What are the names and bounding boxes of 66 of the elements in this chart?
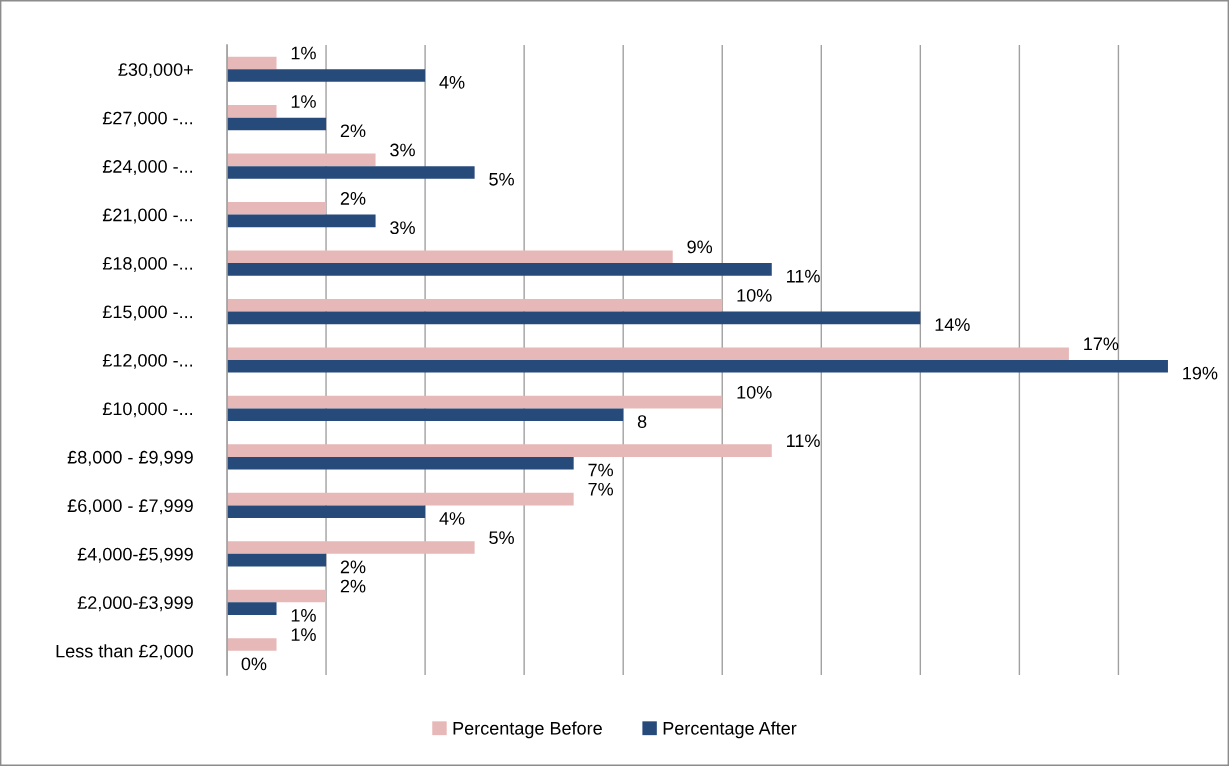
data-label: 7% (588, 463, 614, 477)
y-tick-label: £6,000 - £7,999 (67, 499, 193, 515)
bar (227, 456, 574, 470)
bar (227, 263, 772, 276)
legend-label: Percentage After (663, 721, 797, 739)
bar (227, 541, 475, 554)
data-label: 8 (637, 415, 647, 428)
y-tick-label: £2,000-£3,999 (77, 596, 193, 612)
y-tick-label: £8,000 - £9,999 (67, 450, 193, 466)
y-tick-label: £18,000 -... (102, 257, 193, 272)
bar (227, 589, 327, 603)
bar (227, 347, 1069, 360)
bar (227, 56, 277, 70)
y-tick-label: £30,000+ (118, 63, 193, 79)
legend-label: Percentage Before (453, 721, 602, 739)
data-label: 5% (489, 531, 514, 545)
data-label: 2% (340, 579, 366, 593)
data-label: 11% (787, 434, 820, 448)
y-tick-label: £12,000 -... (102, 353, 193, 369)
bar (227, 360, 1168, 373)
data-label: 10% (737, 385, 772, 399)
bar (227, 153, 376, 167)
y-tick-label: Less than £2,000 (56, 644, 193, 660)
data-label: 1% (291, 46, 316, 60)
bar (227, 117, 327, 131)
y-tick-label: £15,000 -... (102, 305, 193, 321)
bar (227, 505, 426, 518)
data-label: 17% (1084, 337, 1119, 351)
bar (227, 602, 277, 615)
y-tick-label: £4,000-£5,999 (77, 547, 193, 563)
data-label: 2% (340, 560, 366, 574)
data-label: 3% (390, 143, 415, 157)
bar (227, 553, 327, 567)
data-label: 1% (291, 609, 316, 622)
bar (227, 250, 673, 264)
data-label: 1% (291, 628, 316, 641)
data-label: 3% (390, 221, 415, 235)
data-label: 4% (439, 76, 465, 89)
bar (227, 492, 574, 506)
y-tick-label: £10,000 -... (102, 402, 193, 418)
data-label: 9% (687, 240, 713, 254)
bar (227, 444, 772, 457)
data-label: 2% (340, 124, 366, 138)
y-tick-label: £27,000 -... (102, 111, 193, 127)
data-label: 2% (340, 192, 366, 205)
bar (227, 298, 723, 312)
data-label: 4% (439, 512, 465, 525)
data-label: 1% (291, 95, 316, 108)
data-label: 5% (489, 172, 514, 186)
data-label: 19% (1183, 366, 1218, 380)
bar (227, 311, 921, 325)
y-tick-label: £21,000 -... (102, 208, 193, 224)
data-label: 7% (588, 482, 614, 496)
bar (227, 166, 475, 179)
bar (227, 105, 277, 118)
bar (227, 214, 376, 228)
data-label: 10% (737, 288, 772, 302)
data-label: 0% (241, 657, 267, 671)
bar (227, 395, 723, 409)
bar (227, 638, 277, 651)
data-label: 14% (935, 318, 970, 331)
bar (227, 69, 426, 82)
bar (227, 408, 624, 422)
y-tick-label: £24,000 -... (102, 160, 193, 176)
bar (227, 202, 327, 215)
data-label: 11% (787, 269, 820, 283)
